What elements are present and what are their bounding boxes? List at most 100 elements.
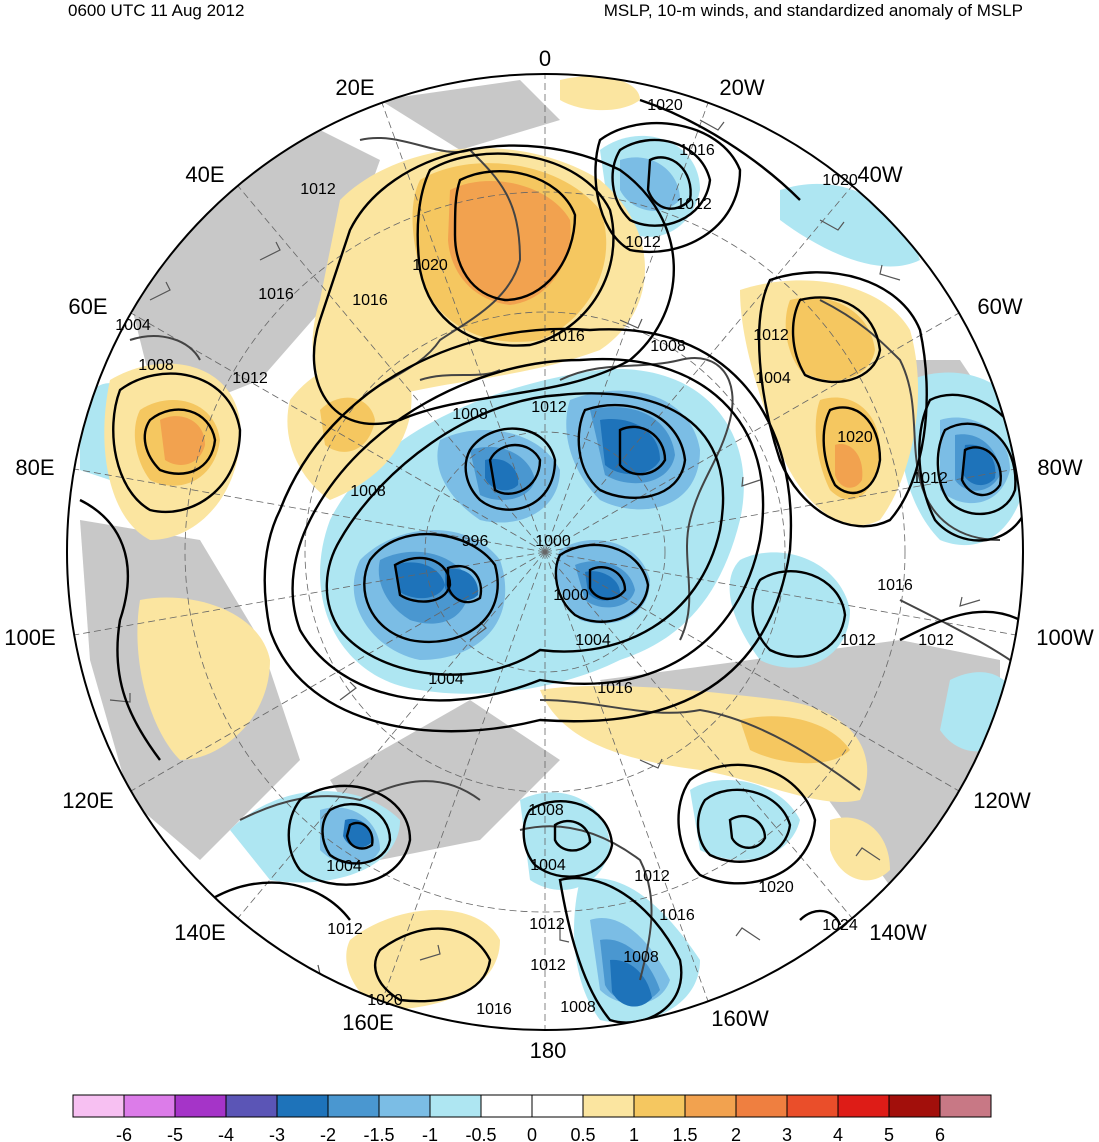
colorbar-tick-label: -5 — [167, 1125, 183, 1142]
colorbar: -6 -5 -4 -3 -2 -1.5 -1 -0.5 0 0.5 1 1.5 2 3 4 5 6 — [72, 1094, 992, 1142]
isobar-label: 1020 — [822, 172, 858, 189]
longitude-label: 0 — [539, 46, 551, 71]
longitude-label: 40E — [185, 162, 224, 187]
colorbar-swatch — [429, 1094, 482, 1118]
isobar-label: 1020 — [367, 992, 403, 1009]
isobar-label: 1012 — [625, 234, 661, 251]
timestamp-label: 0600 UTC 11 Aug 2012 — [68, 1, 245, 20]
map-border — [66, 73, 1024, 1031]
isobar-label: 1012 — [634, 868, 670, 885]
isobar-label: 1016 — [877, 577, 913, 594]
map-title: MSLP, 10-m winds, and standardized anoma… — [603, 1, 1023, 20]
isobar-label: 996 — [462, 533, 489, 550]
positive-anomaly — [137, 597, 270, 760]
isobar-label: 1012 — [327, 921, 363, 938]
negative-anomaly — [520, 792, 610, 890]
colorbar-swatch — [72, 1094, 125, 1118]
colorbar-swatch — [786, 1094, 839, 1118]
colorbar-swatch — [174, 1094, 227, 1118]
colorbar-swatch — [939, 1094, 992, 1118]
colorbar-swatch — [276, 1094, 329, 1118]
isobar-label: 1000 — [535, 533, 571, 550]
colorbar-tick-label: 2 — [731, 1125, 741, 1142]
colorbar-tick-label: 1.5 — [672, 1125, 697, 1142]
isobar-label: 1016 — [679, 142, 715, 159]
isobar-label: 1008 — [452, 406, 488, 423]
longitude-label: 60E — [68, 294, 107, 319]
isobar-label: 1020 — [837, 429, 873, 446]
isobar-label: 1012 — [530, 957, 566, 974]
colorbar-tick-label: 1 — [629, 1125, 639, 1142]
isobar-label: 1008 — [650, 338, 686, 355]
negative-anomaly — [445, 568, 479, 601]
colorbar-tick-label: 6 — [935, 1125, 945, 1142]
isobar-label: 1016 — [476, 1001, 512, 1018]
colorbar-swatch — [837, 1094, 890, 1118]
colorbar-swatch — [531, 1094, 584, 1118]
longitude-label: 120W — [973, 788, 1031, 813]
isobars — [79, 98, 1023, 1024]
isobar-label: 1004 — [115, 317, 151, 334]
isobar-label: 1012 — [918, 632, 954, 649]
colorbar-swatch — [888, 1094, 941, 1118]
positive-anomaly — [448, 181, 571, 305]
isobar-label: 1008 — [138, 357, 174, 374]
isobar-label: 1012 — [529, 916, 565, 933]
longitude-label: 100W — [1036, 625, 1094, 650]
longitude-label: 120E — [62, 788, 113, 813]
colorbar-swatch — [480, 1094, 533, 1118]
colorbar-tick-label: -2 — [320, 1125, 336, 1142]
isobar-label: 1004 — [530, 857, 566, 874]
isobar-label: 1008 — [560, 999, 596, 1016]
colorbar-swatch — [684, 1094, 737, 1118]
isobar-label: 1020 — [647, 97, 683, 114]
longitude-label: 180 — [530, 1038, 567, 1063]
colorbar-tick-label: 5 — [884, 1125, 894, 1142]
isobar-label: 1004 — [755, 370, 791, 387]
colorbar-swatch — [378, 1094, 431, 1118]
colorbar-tick-label: 4 — [833, 1125, 843, 1142]
isobar-label: 1020 — [758, 879, 794, 896]
longitude-label: 160E — [342, 1010, 393, 1035]
negative-anomaly — [395, 562, 445, 599]
colorbar-swatch — [327, 1094, 380, 1118]
isobar-label: 1004 — [575, 632, 611, 649]
colorbar-tick-label: 0.5 — [570, 1125, 595, 1142]
colorbar-swatch — [633, 1094, 686, 1118]
longitude-labels: 0 20W 40W 60W 80W 100W 120W 140W 160W 180 160E 140E… — [4, 46, 1094, 1063]
colorbar-swatch — [582, 1094, 635, 1118]
positive-anomaly — [835, 444, 863, 488]
isobar-label: 1024 — [822, 917, 858, 934]
colorbar-tick-label: -3 — [269, 1125, 285, 1142]
isobar-label: 1012 — [912, 470, 948, 487]
isobar-label: 1012 — [232, 370, 268, 387]
longitude-label: 140W — [869, 920, 927, 945]
isobar-label: 1016 — [352, 292, 388, 309]
longitude-label: 140E — [174, 920, 225, 945]
isobar-label: 1004 — [428, 671, 464, 688]
positive-anomaly — [160, 416, 205, 465]
isobar-label: 1008 — [528, 802, 564, 819]
positive-anomaly — [560, 76, 640, 111]
longitude-label: 20E — [335, 75, 374, 100]
colorbar-tick-label: -1 — [422, 1125, 438, 1142]
longitude-label: 40W — [857, 162, 902, 187]
isobar-label: 1012 — [753, 327, 789, 344]
negative-anomaly — [620, 157, 680, 211]
longitude-label: 160W — [711, 1006, 769, 1031]
colorbar-tick-label: 3 — [782, 1125, 792, 1142]
negative-anomaly — [940, 672, 1020, 752]
isobar-label: 1012 — [531, 399, 567, 416]
colorbar-swatch — [225, 1094, 278, 1118]
positive-anomaly — [540, 685, 868, 803]
positive-anomaly — [830, 817, 890, 881]
negative-anomaly — [962, 444, 996, 486]
colorbar-tick-label: -0.5 — [465, 1125, 496, 1142]
isobar-label: 1012 — [676, 196, 712, 213]
colorbar-tick-label: 0 — [527, 1125, 537, 1142]
longitude-label: 80E — [15, 455, 54, 480]
positive-anomaly — [740, 716, 850, 764]
colorbar-tick-label: -1.5 — [363, 1125, 394, 1142]
isobar-label: 1016 — [597, 680, 633, 697]
colorbar-tick-label: -6 — [116, 1125, 132, 1142]
